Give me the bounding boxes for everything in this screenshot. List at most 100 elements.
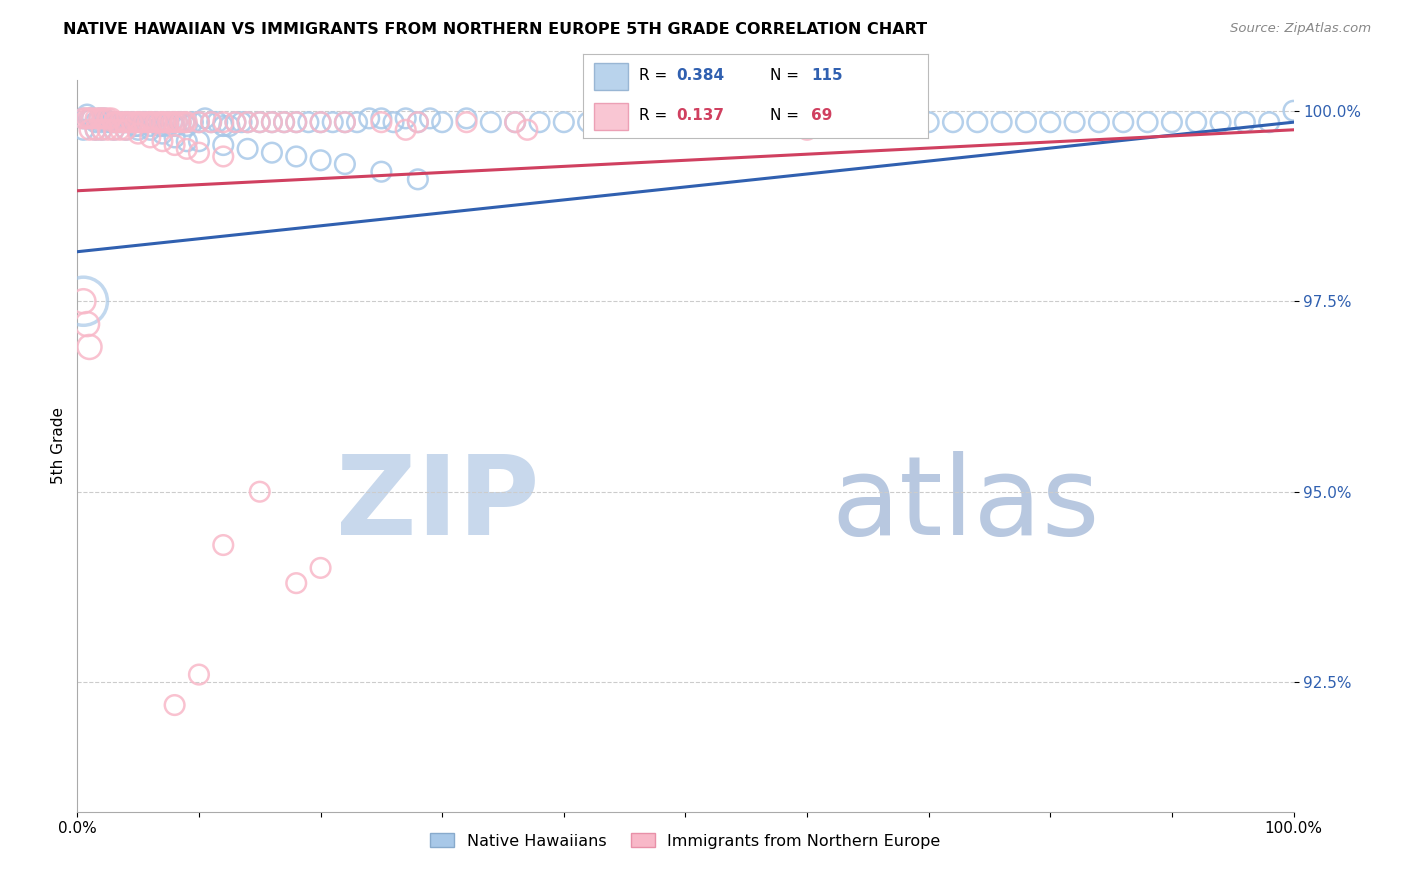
Point: [675, 119, 697, 133]
Point: [309, 115, 332, 129]
Point: [218, 119, 240, 133]
Point: [406, 115, 429, 129]
Point: [370, 164, 392, 178]
Point: [152, 119, 174, 133]
Point: [479, 115, 502, 129]
Point: [72, 294, 94, 309]
Point: [869, 115, 891, 129]
Point: [170, 115, 193, 129]
Point: [285, 149, 308, 163]
Point: [115, 115, 138, 129]
Point: [79, 340, 101, 354]
Point: [966, 115, 988, 129]
Point: [163, 115, 186, 129]
Point: [125, 115, 148, 129]
Point: [152, 134, 174, 148]
Point: [163, 698, 186, 712]
Point: [125, 119, 148, 133]
Point: [231, 115, 253, 129]
Point: [90, 123, 112, 137]
Point: [134, 115, 156, 129]
Text: 115: 115: [811, 68, 842, 83]
Point: [650, 115, 672, 129]
Point: [723, 115, 745, 129]
Point: [602, 112, 624, 126]
Point: [333, 115, 356, 129]
Point: [103, 115, 125, 129]
Point: [142, 115, 165, 129]
Point: [149, 115, 172, 129]
Point: [212, 115, 235, 129]
Point: [918, 115, 941, 129]
Point: [108, 123, 131, 137]
Point: [236, 115, 259, 129]
Point: [747, 115, 769, 129]
Point: [142, 115, 165, 129]
Point: [173, 115, 195, 129]
Point: [200, 115, 222, 129]
Point: [89, 112, 111, 126]
Point: [1233, 115, 1256, 129]
Point: [163, 138, 186, 153]
Point: [157, 115, 180, 129]
Point: [1039, 115, 1062, 129]
Point: [157, 119, 180, 133]
Point: [370, 112, 392, 126]
Point: [72, 294, 94, 309]
Point: [990, 115, 1012, 129]
Point: [188, 145, 211, 160]
Point: [249, 115, 271, 129]
Point: [176, 119, 198, 133]
Text: NATIVE HAWAIIAN VS IMMIGRANTS FROM NORTHERN EUROPE 5TH GRADE CORRELATION CHART: NATIVE HAWAIIAN VS IMMIGRANTS FROM NORTH…: [63, 22, 928, 37]
Point: [503, 115, 526, 129]
Point: [370, 115, 392, 129]
Point: [576, 115, 599, 129]
Point: [80, 112, 103, 126]
Point: [359, 112, 381, 126]
Point: [115, 123, 138, 137]
Point: [90, 115, 112, 129]
Legend: Native Hawaiians, Immigrants from Northern Europe: Native Hawaiians, Immigrants from Northe…: [423, 827, 948, 855]
Point: [152, 115, 174, 129]
Point: [1258, 115, 1281, 129]
Point: [166, 115, 188, 129]
Point: [516, 123, 538, 137]
Point: [212, 149, 235, 163]
Point: [139, 115, 162, 129]
Point: [84, 123, 107, 137]
Point: [212, 119, 235, 133]
Point: [1063, 115, 1085, 129]
Point: [845, 115, 868, 129]
Text: atlas: atlas: [831, 451, 1099, 558]
Point: [139, 123, 162, 137]
Point: [1185, 115, 1208, 129]
Point: [84, 115, 107, 129]
Point: [160, 115, 183, 129]
Point: [503, 115, 526, 129]
Point: [129, 115, 152, 129]
Point: [553, 115, 575, 129]
Point: [942, 115, 965, 129]
Point: [160, 115, 183, 129]
Point: [103, 115, 125, 129]
Point: [212, 138, 235, 153]
Text: R =: R =: [638, 68, 672, 83]
Point: [273, 115, 295, 129]
Point: [121, 115, 143, 129]
Point: [84, 123, 107, 137]
Point: [309, 561, 332, 575]
Point: [309, 115, 332, 129]
Point: [76, 112, 98, 126]
Point: [205, 115, 228, 129]
Point: [309, 153, 332, 168]
Point: [333, 157, 356, 171]
Point: [136, 115, 159, 129]
Point: [1088, 115, 1111, 129]
Point: [72, 112, 94, 126]
Point: [322, 115, 344, 129]
Point: [127, 115, 149, 129]
Text: N =: N =: [769, 68, 803, 83]
Text: N =: N =: [769, 108, 803, 123]
Point: [382, 115, 405, 129]
Point: [176, 142, 198, 156]
